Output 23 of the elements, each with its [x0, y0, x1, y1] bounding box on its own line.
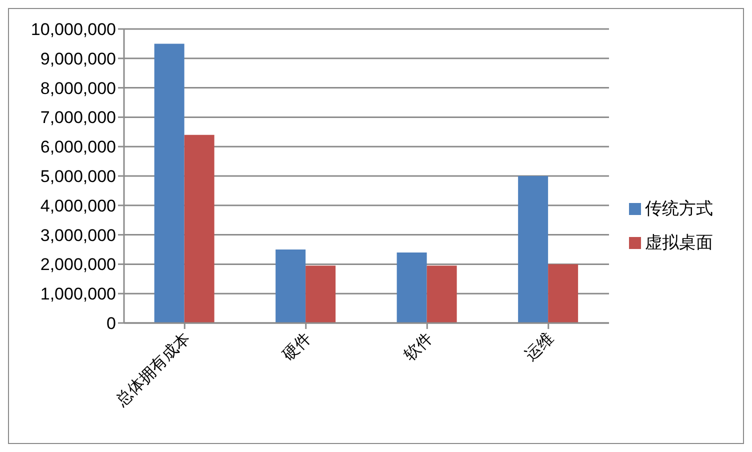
y-tick-label: 10,000,000: [30, 20, 116, 40]
y-tick-label: 4,000,000: [40, 196, 116, 216]
x-tick-label: 硬件: [278, 328, 315, 364]
bar: [426, 266, 457, 323]
bar: [184, 134, 214, 323]
y-tick-label: 1,000,000: [40, 284, 116, 304]
y-tick-label: 8,000,000: [40, 78, 116, 98]
x-tick-label: 软件: [400, 328, 436, 364]
legend-label: 虚拟桌面: [645, 233, 713, 253]
y-tick-label: 5,000,000: [40, 167, 116, 186]
bar: [276, 250, 306, 323]
legend-label: 传统方式: [645, 199, 713, 219]
bar: [396, 252, 427, 323]
bar: [306, 266, 336, 323]
bar: [548, 264, 578, 323]
y-tick-label: 7,000,000: [40, 108, 116, 128]
y-tick-label: 6,000,000: [40, 138, 116, 157]
y-tick-label: 3,000,000: [40, 226, 116, 245]
bar: [518, 176, 548, 323]
bar: [154, 44, 184, 323]
y-tick-label: 9,000,000: [40, 49, 116, 68]
x-tick-label: 运维: [521, 328, 558, 364]
y-tick-label: 2,000,000: [40, 255, 116, 274]
